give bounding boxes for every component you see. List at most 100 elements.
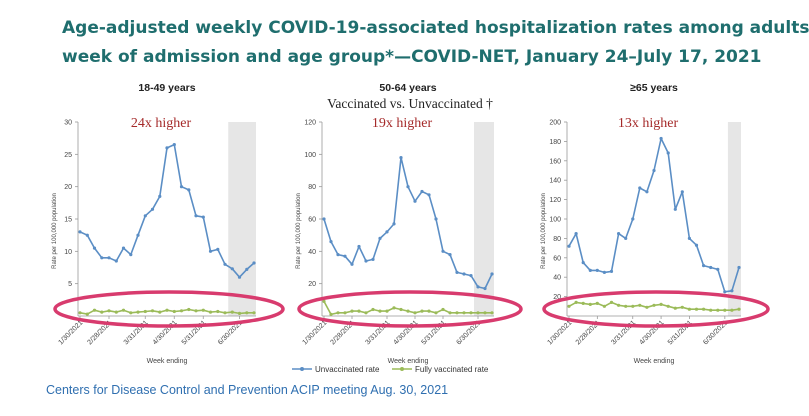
data-point-unvaccinated: [652, 168, 656, 173]
data-point-vaccinated: [490, 311, 494, 315]
data-point-vaccinated: [581, 301, 585, 305]
data-point-unvaccinated: [434, 217, 438, 221]
data-point-vaccinated: [609, 300, 614, 304]
recent-weeks-shading: [727, 122, 741, 316]
y-tick-label: 60: [308, 217, 316, 224]
data-point-unvaccinated: [322, 217, 326, 221]
data-point-unvaccinated: [609, 269, 614, 273]
data-point-unvaccinated: [245, 267, 249, 271]
data-point-unvaccinated: [165, 146, 169, 150]
data-point-unvaccinated: [223, 262, 227, 266]
data-point-unvaccinated: [420, 189, 424, 194]
data-point-vaccinated: [92, 308, 97, 312]
data-point-vaccinated: [694, 307, 699, 311]
data-point-unvaccinated: [406, 185, 410, 189]
data-point-vaccinated: [413, 311, 417, 315]
data-point-unvaccinated: [666, 151, 670, 155]
chart-panel: ≥65 years 20 40 60 80 100 120 140 160 180 200 Rate …: [541, 82, 770, 365]
data-point-vaccinated: [702, 307, 706, 311]
data-point-unvaccinated: [645, 190, 649, 194]
x-tick-label: 1/30/2021: [301, 319, 328, 346]
data-point-unvaccinated: [100, 256, 104, 260]
data-point-vaccinated: [645, 305, 649, 309]
data-point-unvaccinated: [350, 262, 354, 266]
data-point-unvaccinated: [413, 199, 417, 203]
data-point-unvaccinated: [187, 188, 191, 192]
data-point-vaccinated: [201, 308, 205, 312]
data-point-unvaccinated: [617, 232, 621, 236]
y-tick-label: 100: [304, 152, 316, 159]
panel-title: 18-49 years: [138, 82, 195, 94]
data-point-unvaccinated: [709, 265, 713, 270]
legend-unvaccinated-label: Unvaccinated rate: [315, 365, 380, 374]
ratio-annotation: 24x higher: [131, 116, 192, 131]
data-point-vaccinated: [602, 304, 607, 308]
data-point-unvaccinated: [702, 264, 706, 268]
data-point-unvaccinated: [448, 253, 452, 257]
data-point-unvaccinated: [595, 268, 599, 272]
y-tick-label: 100: [549, 217, 561, 224]
highlight-ellipse: [542, 290, 770, 328]
title-line-2: week of admission and age group*—COVID-N…: [62, 47, 762, 67]
data-point-unvaccinated: [673, 207, 677, 211]
y-tick-label: 160: [549, 158, 561, 165]
data-point-vaccinated: [179, 309, 184, 313]
data-point-unvaccinated: [441, 249, 445, 253]
y-tick-label: 25: [64, 152, 72, 159]
data-point-unvaccinated: [78, 230, 82, 234]
data-point-unvaccinated: [136, 233, 140, 237]
data-point-vaccinated: [150, 309, 155, 313]
data-point-vaccinated: [336, 311, 340, 315]
data-point-unvaccinated: [680, 190, 684, 194]
data-point-vaccinated: [129, 311, 133, 315]
data-point-vaccinated: [659, 302, 663, 306]
highlight-ellipse: [297, 290, 523, 328]
legend-vaccinated-marker: [400, 367, 404, 371]
data-point-vaccinated: [245, 311, 249, 315]
data-point-unvaccinated: [201, 215, 205, 219]
data-point-vaccinated: [567, 304, 571, 308]
data-point-unvaccinated: [462, 272, 466, 276]
data-point-vaccinated: [462, 311, 466, 315]
series-line-unvaccinated: [568, 137, 740, 293]
data-point-unvaccinated: [143, 214, 147, 218]
y-tick-label: 15: [64, 217, 72, 224]
data-point-vaccinated: [216, 309, 220, 314]
data-point-vaccinated: [392, 306, 396, 310]
data-point-vaccinated: [357, 309, 361, 313]
data-point-vaccinated: [709, 308, 713, 312]
y-tick-label: 80: [308, 184, 316, 191]
data-point-vaccinated: [469, 311, 473, 315]
legend-unvaccinated-marker: [300, 367, 304, 371]
data-point-unvaccinated: [659, 136, 663, 141]
data-point-unvaccinated: [364, 259, 368, 263]
chart-panel: 50-64 years 20 40 60 80 100 120 Rate per 100,00…: [296, 82, 523, 365]
recent-weeks-shading: [228, 122, 256, 316]
data-point-unvaccinated: [179, 185, 184, 189]
y-tick-label: 140: [549, 178, 561, 185]
data-point-vaccinated: [574, 300, 578, 304]
y-tick-label: 120: [304, 120, 316, 127]
data-point-unvaccinated: [694, 243, 699, 247]
data-point-unvaccinated: [216, 247, 220, 251]
recent-weeks-shading: [474, 122, 494, 316]
data-point-vaccinated: [434, 311, 438, 315]
data-point-unvaccinated: [121, 246, 126, 250]
y-axis-label: Rate per 100,000 population: [296, 193, 302, 269]
data-point-vaccinated: [483, 311, 487, 315]
data-point-unvaccinated: [469, 274, 473, 278]
data-point-unvaccinated: [574, 232, 578, 236]
data-point-vaccinated: [687, 307, 692, 311]
data-point-vaccinated: [85, 312, 89, 316]
data-point-vaccinated: [172, 309, 176, 314]
panel-title: ≥65 years: [630, 82, 678, 94]
data-point-unvaccinated: [737, 265, 741, 270]
data-point-unvaccinated: [158, 194, 162, 198]
x-tick-label: 5/31/2021: [667, 319, 694, 346]
y-tick-label: 80: [553, 236, 561, 243]
data-point-vaccinated: [114, 310, 118, 314]
data-point-unvaccinated: [336, 253, 340, 257]
title-line-1: Age-adjusted weekly COVID-19-associated …: [62, 18, 809, 38]
data-point-vaccinated: [158, 310, 162, 314]
